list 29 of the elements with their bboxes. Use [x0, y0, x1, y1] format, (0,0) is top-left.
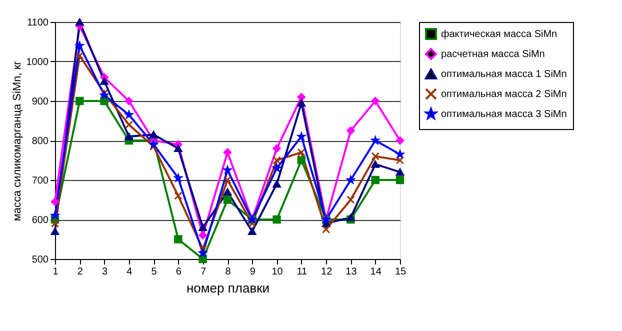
x-tick-label: 1	[52, 266, 59, 278]
y-tick-label: 700	[32, 176, 49, 186]
legend-label: оптимальная масса 1 SiMn	[441, 69, 567, 80]
legend-label: оптимальная масса 3 SiMn	[441, 109, 567, 120]
x-tick-label: 12	[321, 266, 333, 278]
x-tick-label: 15	[394, 266, 406, 278]
y-tick-label: 900	[32, 96, 49, 108]
legend-label: расчетная масса SiMn	[441, 49, 545, 60]
x-tick-label: 2	[77, 266, 84, 278]
x-tick-label: 6	[176, 266, 182, 278]
y-tick-label: 600	[32, 215, 49, 226]
x-tick-label: 11	[296, 266, 308, 278]
y-tick-label: 800	[32, 136, 49, 147]
x-tick-label: 3	[102, 266, 108, 278]
x-axis-title: номер плавки	[186, 280, 270, 296]
y-tick-label: 1000	[26, 57, 49, 68]
x-tick-label: 8	[225, 266, 232, 278]
legend-label: фактическая масса SiMn	[441, 29, 558, 40]
y-tick-label: 500	[32, 254, 49, 266]
x-tick-label: 13	[346, 266, 358, 278]
legend-label: оптимальная масса 2 SiMn	[441, 89, 567, 100]
y-axis-title: масса силикомарганца SiMn, кг	[11, 60, 24, 222]
x-tick-label: 5	[151, 266, 158, 278]
x-tick-label: 14	[370, 266, 382, 278]
x-tick-label: 9	[250, 266, 256, 278]
x-tick-label: 4	[126, 266, 133, 278]
x-tick-label: 10	[272, 266, 284, 278]
x-tick-label: 7	[200, 266, 207, 278]
y-tick-label: 1100	[26, 18, 49, 28]
